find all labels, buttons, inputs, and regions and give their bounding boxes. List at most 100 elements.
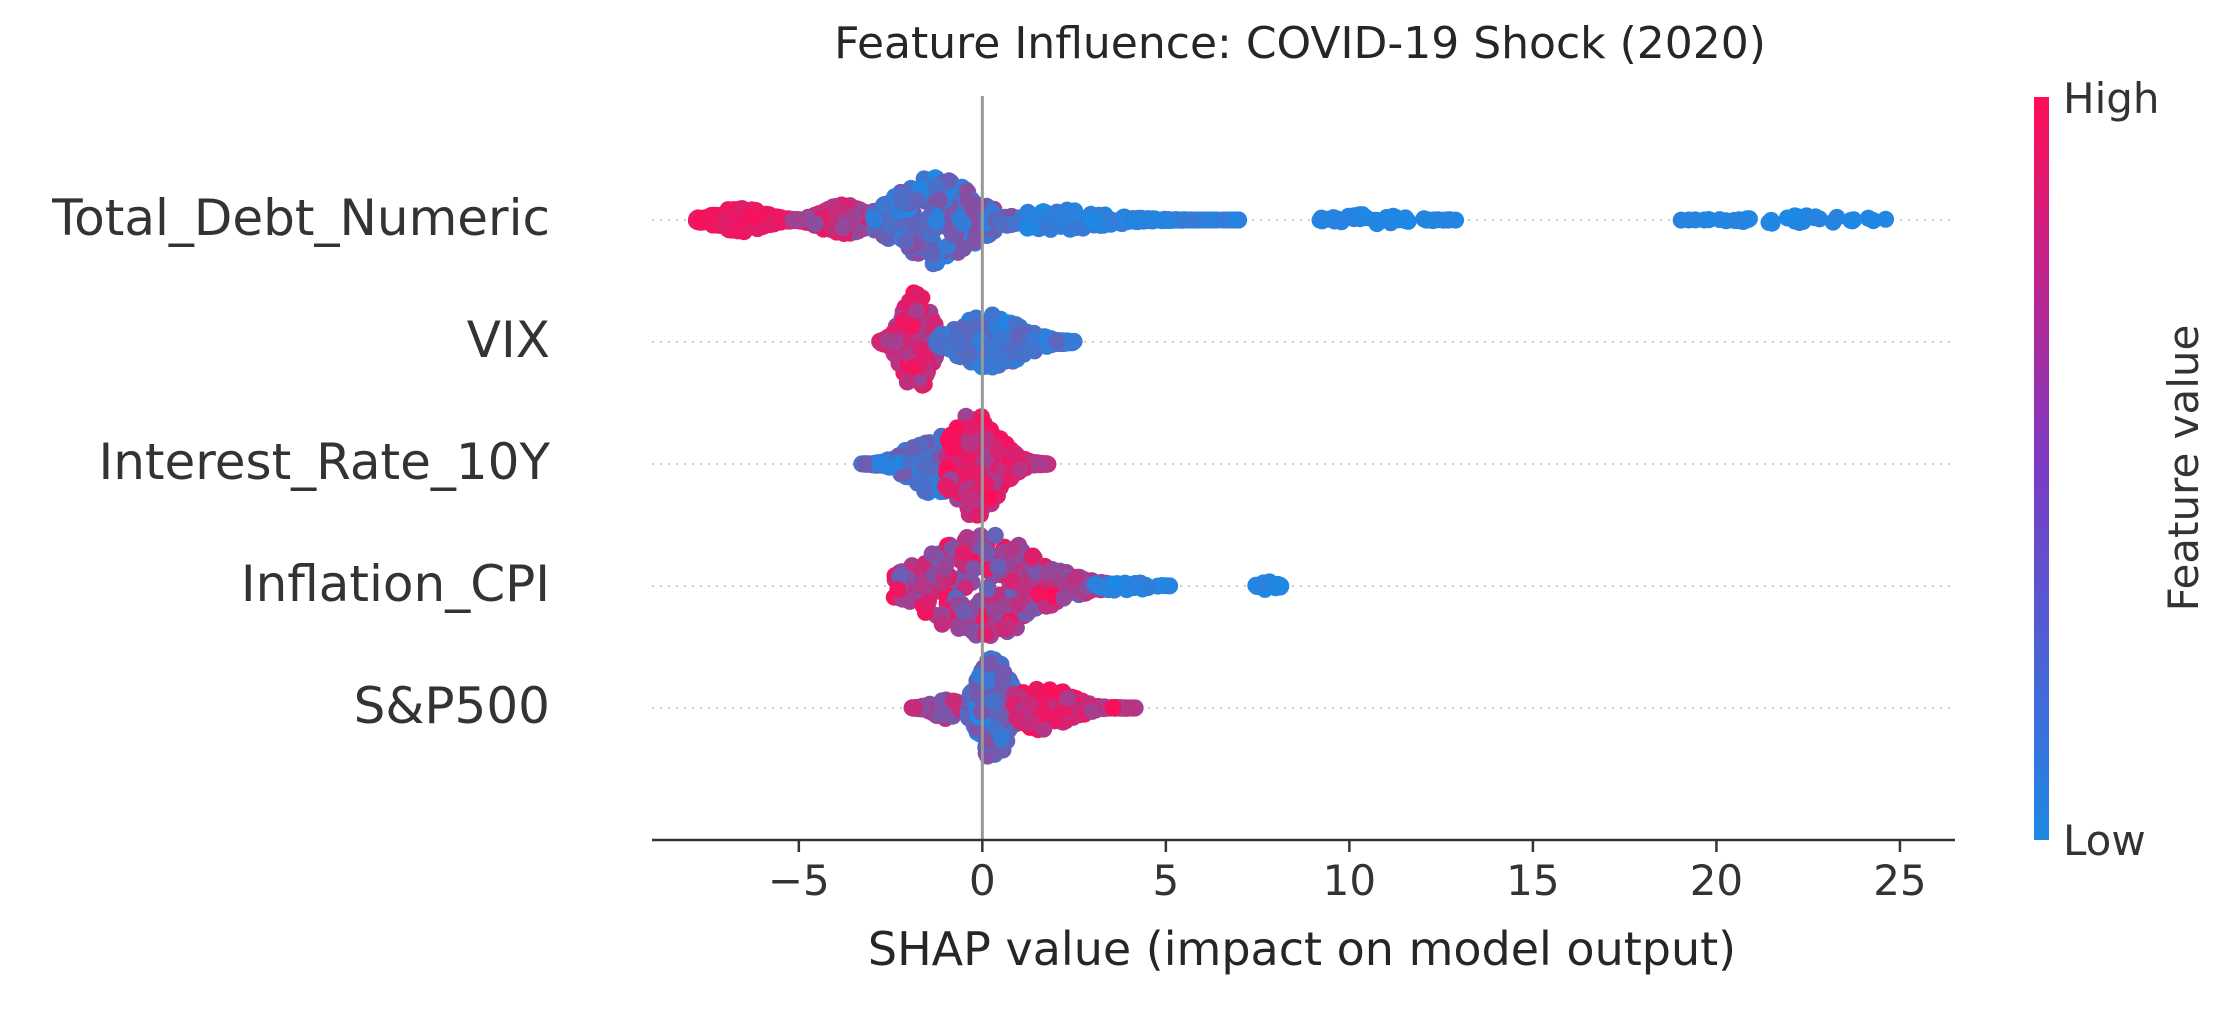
shap-point-4-1-253: [995, 664, 1013, 681]
shap-point-0-2-336: [991, 212, 1009, 230]
shap-point-2-1-273: [1011, 460, 1029, 478]
shap-point-3-0-328: [989, 557, 1007, 575]
shap-point-1-1-158: [960, 345, 978, 363]
shap-point-1-1-186: [930, 330, 948, 348]
shap-point-4-0-58: [906, 699, 924, 717]
shap-point-0-2-316: [907, 192, 925, 210]
colorbar: High Low Feature value: [2034, 74, 2208, 865]
shap-points: [687, 169, 1895, 765]
shap-point-0-2-335: [893, 192, 911, 210]
shap-point-2-1-274: [961, 435, 979, 452]
shap-point-2-1-264: [962, 418, 980, 436]
shap-point-2-1-279: [960, 490, 978, 508]
shap-point-0-2-331: [881, 217, 899, 235]
shap-point-0-1-127: [788, 211, 806, 229]
feature-label-2: Interest_Rate_10Y: [99, 433, 551, 491]
shap-point-1-1-199: [947, 328, 965, 346]
colorbar-title: Feature value: [2159, 325, 2208, 612]
chart-title: Feature Influence: COVID-19 Shock (2020): [834, 18, 1766, 69]
shap-point-3-0-314: [950, 619, 968, 637]
x-axis: −5 0 5 10 15 20 25: [652, 96, 1955, 905]
shap-point-0-2-338: [896, 232, 914, 250]
shap-point-4-2-161: [1123, 699, 1141, 717]
shap-point-0-3-129: [1214, 211, 1232, 229]
shap-point-0-4-44: [1353, 206, 1371, 224]
colorbar-low-label: Low: [2063, 816, 2146, 865]
shap-point-2-1-245: [977, 430, 995, 448]
shap-point-3-0-364: [933, 615, 951, 633]
feature-label-3: Inflation_CPI: [241, 555, 550, 613]
shap-point-3-0-334: [1004, 541, 1021, 558]
shap-point-3-0-358: [935, 559, 953, 577]
shap-point-1-1-196: [985, 339, 1002, 357]
colorbar-gradient: [2034, 97, 2049, 840]
shap-point-0-5-35: [1864, 212, 1882, 230]
shap-point-4-1-258: [992, 729, 1010, 747]
shap-point-4-2-165: [1104, 699, 1122, 717]
shap-point-3-1-28: [1125, 579, 1143, 597]
x-tick-label-6: 25: [1873, 856, 1926, 905]
shap-point-3-0-347: [999, 616, 1017, 634]
x-tick-label-1: 0: [969, 856, 996, 905]
shap-point-1-1-198: [1065, 332, 1083, 350]
shap-point-1-1-137: [994, 328, 1012, 346]
feature-label-4: S&P500: [354, 677, 550, 735]
shap-point-4-1-250: [982, 654, 1000, 672]
shap-point-2-1-275: [1031, 455, 1049, 473]
shap-point-4-2-168: [1058, 689, 1076, 707]
shap-point-0-2-339: [927, 212, 945, 230]
shap-point-3-0-357: [958, 529, 976, 546]
shap-point-0-3-127: [1156, 212, 1174, 230]
shap-point-0-5-20: [1877, 210, 1895, 228]
shap-point-1-0-251: [908, 302, 926, 320]
shap-point-1-0-252: [908, 286, 926, 303]
shap-point-4-2-127: [1029, 681, 1047, 699]
shap-point-0-3-111: [1059, 206, 1076, 224]
shap-point-1-0-258: [903, 317, 921, 335]
shap-point-0-3-117: [1024, 209, 1042, 226]
x-tick-label-5: 20: [1690, 856, 1743, 905]
shap-point-2-1-268: [989, 443, 1007, 461]
shap-point-2-1-278: [977, 475, 995, 493]
shap-point-2-0-168: [856, 455, 874, 473]
shap-point-4-2-164: [1083, 702, 1101, 720]
shap-point-0-4-29: [1439, 211, 1457, 229]
shap-point-3-0-339: [965, 560, 983, 578]
shap-point-0-5-23: [1763, 214, 1781, 232]
shap-point-3-0-356: [923, 545, 941, 563]
shap-point-3-0-371: [977, 625, 994, 643]
shap-point-4-2-128: [1035, 720, 1053, 738]
shap-point-2-1-181: [981, 489, 999, 507]
shap-point-1-0-259: [904, 358, 922, 376]
feature-gridlines: [652, 219, 1955, 709]
shap-point-0-0-194: [715, 213, 732, 231]
shap-point-0-0-199: [700, 209, 718, 227]
x-axis-label: SHAP value (impact on model output): [868, 922, 1736, 976]
shap-point-4-1-251: [983, 692, 1001, 710]
shap-point-3-1-26: [1153, 577, 1171, 594]
shap-point-3-1-27: [1139, 579, 1157, 596]
shap-point-3-1-25: [1107, 575, 1125, 593]
shap-point-3-1-29: [1089, 577, 1107, 595]
shap-point-0-3-124: [1173, 211, 1191, 229]
shap-point-3-0-363: [889, 581, 907, 599]
shap-point-3-0-365: [986, 526, 1004, 544]
shap-point-0-3-128: [1083, 211, 1101, 229]
shap-point-0-2-253: [940, 172, 958, 190]
shap-point-2-0-179: [880, 458, 898, 476]
shap-point-3-0-294: [920, 592, 937, 610]
shap-point-4-2-162: [1021, 714, 1039, 732]
x-tick-label-0: −5: [768, 856, 830, 905]
shap-point-3-2-19: [1253, 577, 1270, 595]
shap-point-0-3-126: [1043, 207, 1060, 225]
shap-point-3-0-354: [891, 567, 909, 585]
shap-point-2-0-176: [904, 439, 922, 457]
shap-point-1-1-197: [1048, 332, 1065, 350]
shap-point-0-3-118: [1143, 212, 1161, 230]
shap-point-4-1-256: [970, 667, 988, 685]
shap-point-0-2-333: [969, 196, 987, 214]
x-tick-label-4: 15: [1506, 856, 1559, 905]
shap-point-0-5-39: [1728, 212, 1746, 230]
feature-label-1: VIX: [467, 311, 550, 369]
shap-point-0-1-126: [830, 198, 848, 216]
